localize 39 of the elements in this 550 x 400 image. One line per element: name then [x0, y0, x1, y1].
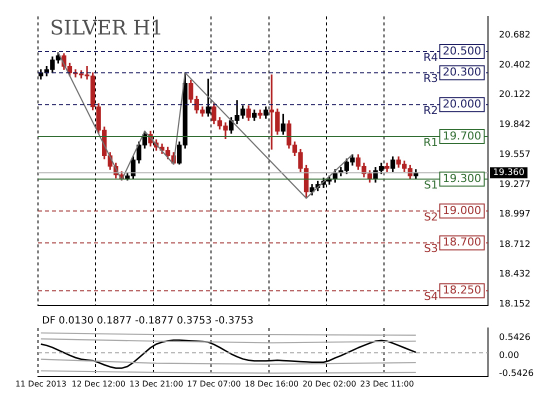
y-tick-label: 18.712 — [499, 240, 530, 250]
chart-title: SILVER H1 — [50, 16, 164, 40]
y-tick-label: 0.00 — [499, 351, 520, 362]
y-tick-label: 19.277 — [499, 180, 530, 190]
x-tick-label: 12 Dec 12:00 — [72, 379, 126, 388]
y-tick-label: -0.5426 — [499, 368, 534, 379]
x-tick-label: 23 Dec 11:00 — [360, 379, 414, 388]
ref-line-label: R4 — [423, 50, 438, 64]
x-tick-label: 13 Dec 21:00 — [129, 379, 184, 388]
ref-line-label: R2 — [423, 104, 438, 118]
y-tick-label: 20.122 — [499, 90, 530, 100]
annotation: 18.700 — [442, 236, 482, 249]
annotation: 19.700 — [442, 129, 482, 142]
annotation: 18.250 — [442, 284, 482, 297]
y-tick-label: 18.432 — [499, 270, 530, 280]
y-tick-label: 20.402 — [499, 60, 530, 70]
chart-title: DF 0.0130 0.1877 -0.1877 0.3753 -0.3753 — [42, 316, 254, 327]
y-tick-label: 18.997 — [499, 210, 530, 220]
x-tick-label: 17 Dec 07:00 — [187, 379, 241, 388]
annotation: 20.500 — [442, 44, 482, 58]
y-tick-label: 19.842 — [499, 120, 530, 130]
y-tick-label: 0.5426 — [499, 333, 531, 344]
y-tick-label: 20.682 — [499, 30, 530, 40]
ref-line-label: S2 — [424, 210, 438, 224]
ref-line-label: 19.360 — [492, 168, 525, 178]
ref-line-label: R1 — [423, 136, 438, 149]
annotation: 20.000 — [442, 98, 482, 111]
annotation: 20.300 — [442, 66, 482, 79]
ref-line-label: R3 — [423, 72, 438, 86]
y-tick-label: 18.152 — [499, 299, 530, 310]
annotation: 19.300 — [442, 172, 482, 185]
y-tick-label: 19.557 — [499, 150, 530, 160]
annotation: 19.000 — [442, 204, 482, 217]
x-tick-label: 11 Dec 2013 — [15, 379, 66, 388]
x-tick-label: 18 Dec 16:00 — [244, 379, 299, 388]
ref-line-label: S3 — [424, 242, 438, 256]
ref-line-label: S1 — [424, 178, 438, 192]
ref-line-label: S4 — [424, 290, 438, 304]
x-tick-label: 20 Dec 02:00 — [302, 379, 356, 388]
